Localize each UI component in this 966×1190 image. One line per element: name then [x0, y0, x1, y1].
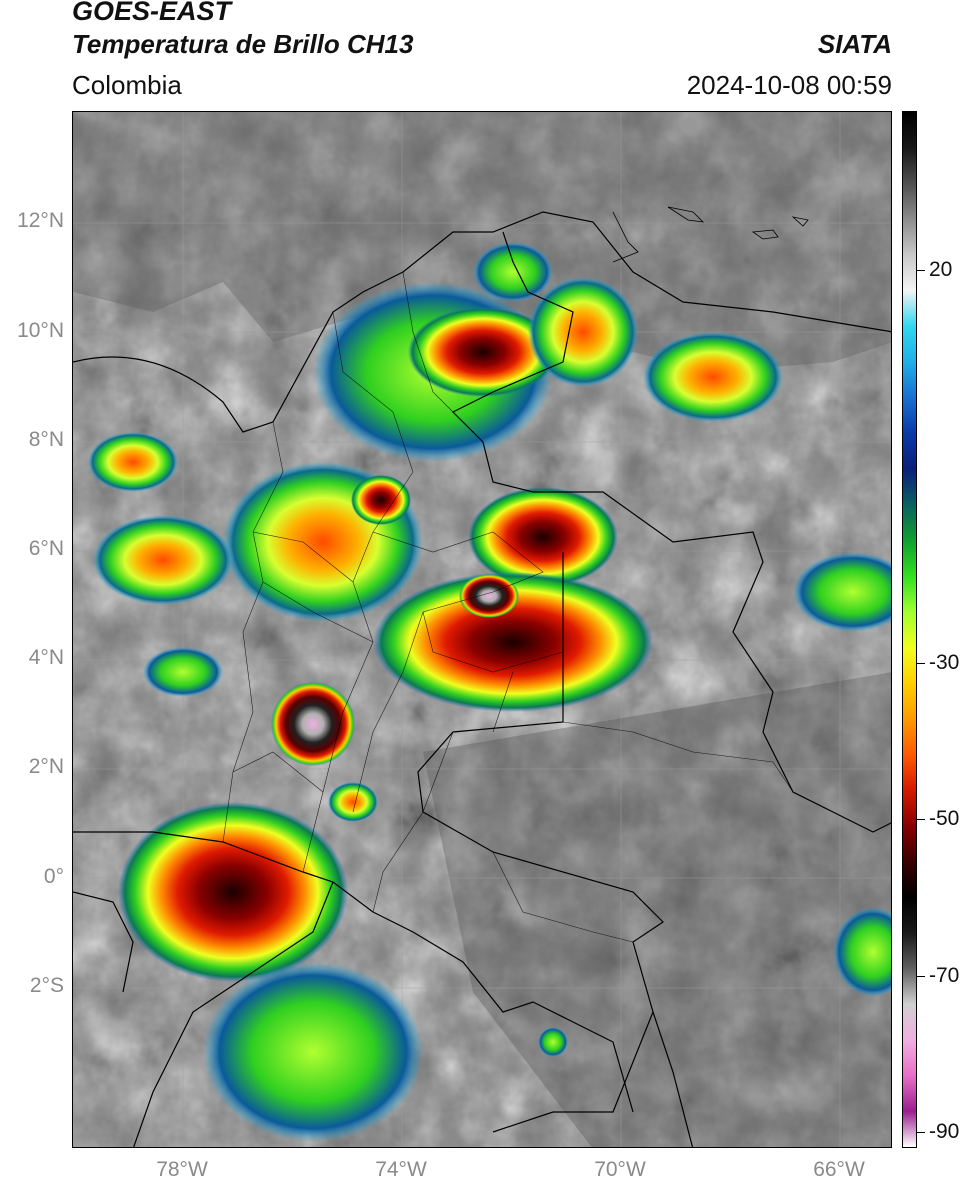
- lon-label-78w: 78°W: [156, 1158, 208, 1181]
- lat-label-2s: 2°S: [29, 974, 64, 997]
- colorbar-label-minus70: -70: [929, 964, 960, 987]
- lon-label-70w: 70°W: [594, 1158, 646, 1181]
- lat-label-0: 0°: [43, 865, 64, 888]
- lon-label-66w: 66°W: [813, 1158, 865, 1181]
- colorbar-tick: [917, 663, 925, 664]
- satellite-map[interactable]: [72, 111, 892, 1148]
- product-title: Temperatura de Brillo CH13: [72, 29, 414, 59]
- temperature-colorbar: [902, 111, 917, 1148]
- lat-label-8n: 8°N: [28, 428, 64, 451]
- colorbar-tick: [917, 1132, 925, 1133]
- colorbar-label-20: 20: [929, 258, 953, 281]
- lat-label-2n: 2°N: [28, 755, 64, 778]
- colorbar-label-minus50: -50: [929, 807, 960, 830]
- lat-label-6n: 6°N: [28, 537, 64, 560]
- lat-label-4n: 4°N: [28, 646, 64, 669]
- colorbar-label-minus30: -30: [929, 651, 960, 674]
- lat-label-10n: 10°N: [17, 319, 64, 342]
- colorbar-tick: [917, 270, 925, 271]
- coastline-islands: [612, 206, 809, 263]
- colorbar-tick: [917, 976, 925, 977]
- colorbar-tick: [917, 819, 925, 820]
- agency-label: SIATA: [817, 29, 892, 59]
- lon-label-74w: 74°W: [375, 1158, 427, 1181]
- satellite-title: GOES-EAST: [72, 0, 232, 26]
- lat-label-12n: 12°N: [17, 209, 64, 232]
- colorbar-label-minus90: -90: [929, 1120, 960, 1143]
- department-borders: [222, 271, 794, 943]
- region-label: Colombia: [72, 70, 182, 100]
- datetime-label: 2024-10-08 00:59: [686, 70, 892, 100]
